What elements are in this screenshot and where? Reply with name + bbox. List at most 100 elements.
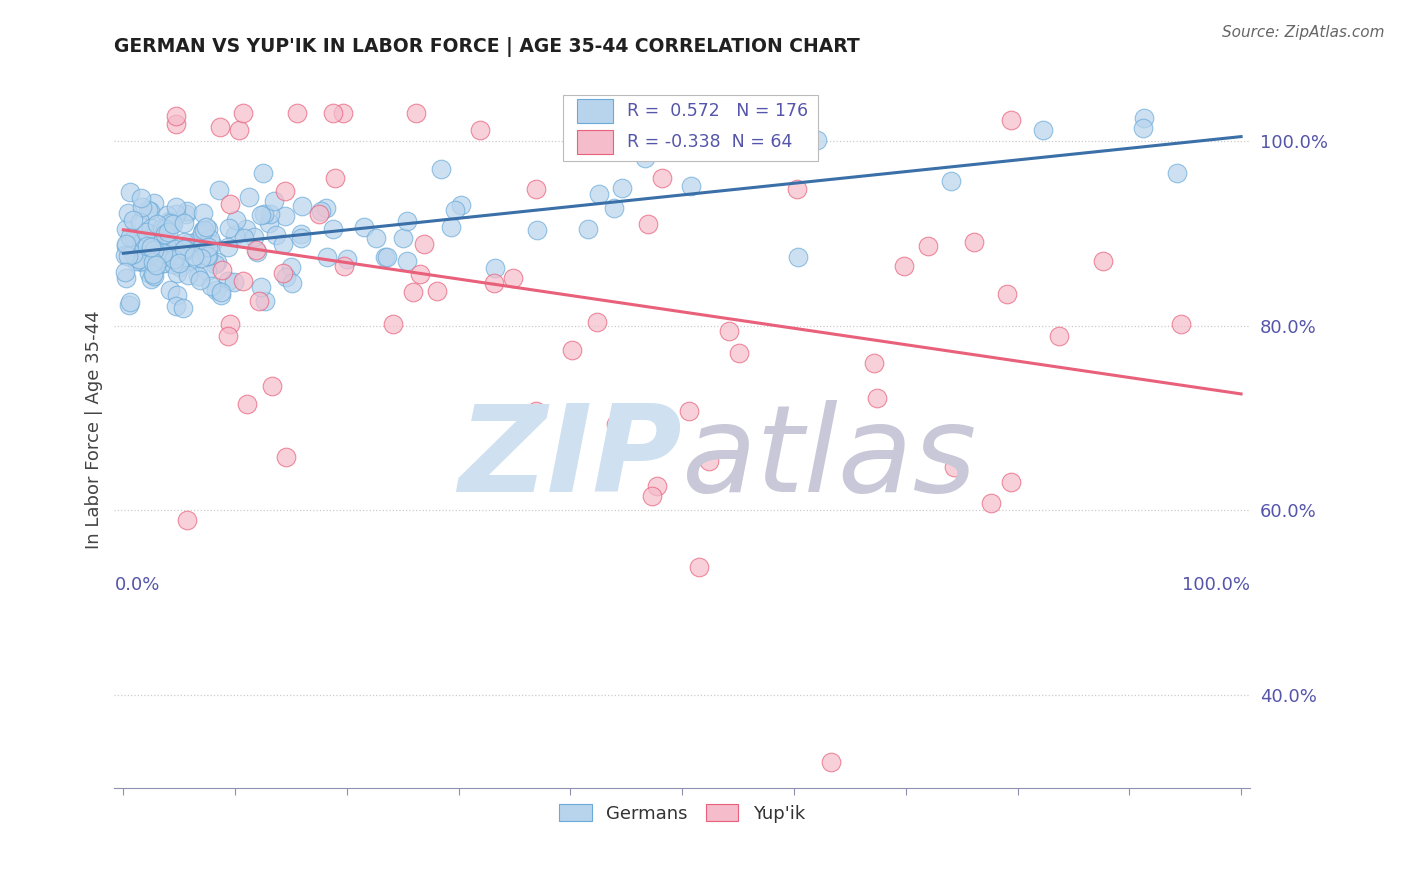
Point — [257, 216, 280, 230]
Point — [995, 287, 1018, 301]
Point — [172, 243, 194, 257]
Point — [634, 151, 657, 165]
Point — [114, 222, 136, 236]
Point — [115, 236, 138, 251]
Text: 100.0%: 100.0% — [1182, 576, 1250, 594]
Point — [219, 197, 242, 211]
Point — [165, 117, 187, 131]
Point — [468, 123, 491, 137]
Point — [138, 235, 160, 249]
Point — [249, 280, 271, 294]
Point — [1032, 123, 1054, 137]
Point — [190, 251, 212, 265]
Point — [271, 236, 294, 251]
Point — [145, 217, 167, 231]
Point — [117, 206, 139, 220]
Point — [392, 230, 415, 244]
Point — [224, 228, 246, 243]
Point — [207, 183, 229, 197]
Point — [200, 279, 222, 293]
Point — [637, 217, 659, 231]
Point — [273, 209, 295, 223]
Point — [232, 274, 254, 288]
Point — [413, 236, 436, 251]
Point — [143, 227, 166, 242]
Point — [169, 260, 191, 274]
Point — [155, 249, 177, 263]
Point — [218, 220, 240, 235]
Point — [195, 248, 218, 262]
Point — [191, 223, 214, 237]
Point — [131, 254, 153, 268]
Point — [787, 250, 810, 264]
Point — [136, 203, 159, 218]
Point — [193, 223, 215, 237]
Point — [280, 260, 302, 274]
Point — [395, 214, 418, 228]
Point — [315, 201, 337, 215]
Point — [336, 252, 359, 266]
Point — [153, 238, 176, 252]
Point — [173, 235, 195, 249]
Point — [322, 106, 344, 120]
Point — [374, 250, 396, 264]
Point — [211, 263, 233, 277]
Point — [197, 222, 219, 236]
Point — [222, 275, 245, 289]
Point — [129, 191, 152, 205]
Point — [484, 261, 506, 276]
Point — [893, 259, 915, 273]
Point — [596, 143, 619, 157]
Point — [651, 170, 673, 185]
Text: R =  0.572   N = 176: R = 0.572 N = 176 — [627, 102, 807, 120]
Point — [122, 231, 145, 245]
Point — [177, 236, 200, 251]
Point — [942, 459, 965, 474]
Point — [163, 252, 186, 267]
Point — [444, 203, 467, 218]
Point — [681, 106, 703, 120]
Point — [155, 227, 177, 241]
Point — [1000, 113, 1022, 128]
Point — [141, 221, 163, 235]
Point — [917, 238, 939, 252]
Point — [174, 242, 197, 256]
Point — [114, 271, 136, 285]
Point — [232, 106, 254, 120]
Point — [148, 244, 170, 258]
Point — [1092, 254, 1115, 268]
Point — [165, 299, 187, 313]
Point — [115, 239, 138, 253]
Point — [134, 234, 156, 248]
Point — [155, 235, 177, 250]
Point — [162, 218, 184, 232]
Point — [588, 187, 610, 202]
Point — [219, 318, 242, 332]
Point — [364, 231, 387, 245]
Point — [160, 216, 183, 230]
Point — [139, 272, 162, 286]
Point — [235, 222, 257, 236]
Point — [308, 207, 330, 221]
Point — [183, 249, 205, 263]
Text: GERMAN VS YUP'IK IN LABOR FORCE | AGE 35-44 CORRELATION CHART: GERMAN VS YUP'IK IN LABOR FORCE | AGE 35… — [114, 37, 860, 57]
Point — [129, 234, 152, 248]
Point — [131, 250, 153, 264]
Point — [322, 222, 344, 236]
Point — [273, 266, 295, 280]
Point — [381, 317, 404, 331]
Point — [285, 106, 308, 120]
Point — [195, 264, 218, 278]
Point — [187, 233, 209, 247]
Point — [172, 301, 194, 316]
Point — [176, 514, 198, 528]
Point — [145, 258, 167, 272]
Point — [786, 182, 808, 196]
Point — [585, 315, 607, 329]
Point — [142, 269, 165, 284]
Point — [963, 235, 986, 249]
Point — [1132, 121, 1154, 136]
Point — [274, 184, 297, 198]
Point — [120, 185, 142, 199]
Point — [152, 256, 174, 270]
